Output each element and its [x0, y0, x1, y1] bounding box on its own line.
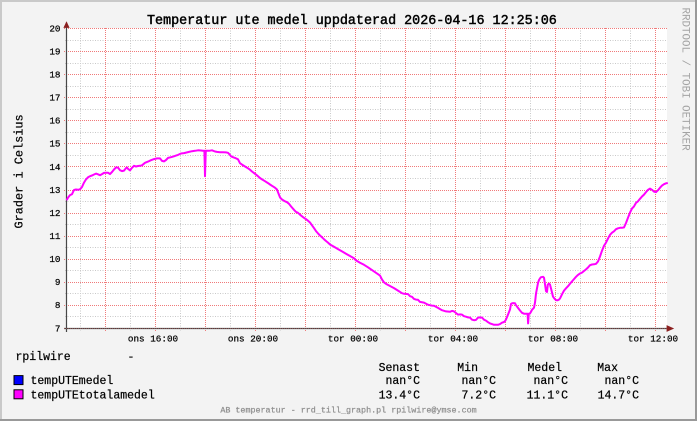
- svg-text:Senast: Senast: [379, 362, 420, 375]
- svg-text:13: 13: [49, 185, 60, 196]
- svg-text:rpilwire: rpilwire: [16, 351, 71, 364]
- svg-text:13.4°C: 13.4°C: [379, 389, 421, 402]
- svg-text:19: 19: [49, 46, 60, 57]
- svg-text:11.1°C: 11.1°C: [527, 389, 569, 402]
- svg-text:tor 08:00: tor 08:00: [528, 333, 578, 344]
- svg-text:14: 14: [49, 162, 61, 173]
- svg-text:AB temperatur - rrd_till_graph: AB temperatur - rrd_till_graph.pl rpilwi…: [220, 405, 476, 415]
- svg-text:Min: Min: [457, 362, 478, 375]
- svg-text:nan°C: nan°C: [533, 375, 568, 388]
- svg-text:16: 16: [49, 116, 60, 127]
- svg-text:RRDTOOL / TOBI OETIKER: RRDTOOL / TOBI OETIKER: [679, 8, 691, 152]
- svg-text:12: 12: [49, 208, 60, 219]
- svg-text:tor 12:00: tor 12:00: [628, 333, 678, 344]
- svg-text:tor 00:00: tor 00:00: [328, 333, 378, 344]
- svg-text:nan°C: nan°C: [385, 375, 420, 388]
- svg-text:tempUTEtotalamedel: tempUTEtotalamedel: [31, 389, 155, 402]
- svg-text:Max: Max: [597, 362, 618, 375]
- svg-text:ons 16:00: ons 16:00: [128, 333, 178, 344]
- svg-text:Medel: Medel: [527, 362, 562, 375]
- svg-text:7.2°C: 7.2°C: [461, 389, 496, 402]
- svg-text:11: 11: [49, 231, 61, 242]
- svg-text:tempUTEmedel: tempUTEmedel: [31, 375, 114, 388]
- svg-text:15: 15: [49, 139, 60, 150]
- svg-text:tor 04:00: tor 04:00: [428, 333, 478, 344]
- svg-text:8: 8: [55, 300, 61, 311]
- svg-text:17: 17: [49, 93, 60, 104]
- svg-text:nan°C: nan°C: [461, 375, 496, 388]
- svg-text:Temperatur ute medel uppdatera: Temperatur ute medel uppdaterad 2026-04-…: [147, 14, 557, 29]
- svg-text:14.7°C: 14.7°C: [598, 389, 640, 402]
- svg-text:7: 7: [55, 323, 61, 334]
- svg-text:18: 18: [49, 69, 60, 80]
- svg-text:9: 9: [55, 277, 61, 288]
- svg-text:nan°C: nan°C: [604, 375, 639, 388]
- svg-text:10: 10: [49, 254, 60, 265]
- svg-text:ons 20:00: ons 20:00: [228, 333, 278, 344]
- svg-text:-: -: [128, 351, 135, 364]
- svg-text:Grader i Celsius: Grader i Celsius: [12, 114, 26, 228]
- svg-text:20: 20: [49, 23, 60, 34]
